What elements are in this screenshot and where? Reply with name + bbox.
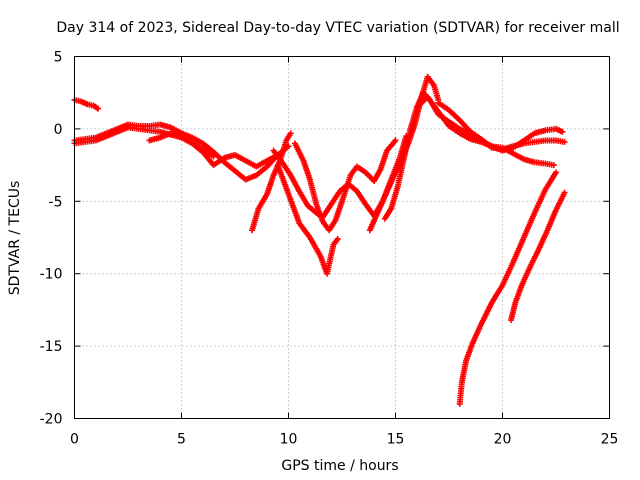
data-point-marker xyxy=(210,153,217,160)
data-series xyxy=(71,73,568,408)
series-arc-7 xyxy=(274,162,341,277)
series-arc-13 xyxy=(456,169,559,408)
series-arc-5 xyxy=(249,130,294,234)
y-tick-labels: -20 -15 -10 -5 0 5 xyxy=(40,50,63,428)
x-tick-label: 10 xyxy=(280,432,298,448)
x-tick-labels: 0 5 10 15 20 25 xyxy=(70,432,618,448)
y-tick-label: -5 xyxy=(49,194,63,210)
series-arc-8 xyxy=(291,137,399,234)
y-tick-label: -20 xyxy=(40,412,63,428)
x-tick-label: 25 xyxy=(601,432,619,448)
grid xyxy=(74,56,610,419)
y-axis-title: SDTVAR / TECUs xyxy=(7,181,23,296)
axis-ticks xyxy=(74,56,610,419)
data-point-marker xyxy=(334,235,341,242)
data-point-marker xyxy=(559,128,566,135)
series-arc-12 xyxy=(435,99,568,153)
data-point-marker xyxy=(553,169,559,176)
plot-frame xyxy=(74,56,610,419)
data-point-marker xyxy=(550,162,557,169)
data-point-marker xyxy=(561,189,568,196)
x-tick-label: 0 xyxy=(70,432,79,448)
data-point-marker xyxy=(561,138,568,145)
series-arc-3 xyxy=(71,124,217,160)
x-tick-label: 20 xyxy=(494,432,512,448)
series-arc-11 xyxy=(413,94,557,169)
series-arc-1 xyxy=(71,96,102,112)
x-axis-title: GPS time / hours xyxy=(281,458,398,474)
y-tick-label: -15 xyxy=(40,339,63,355)
data-point-marker xyxy=(287,130,294,137)
y-tick-label: 5 xyxy=(54,50,63,66)
x-tick-label: 15 xyxy=(387,432,405,448)
x-tick-label: 5 xyxy=(177,432,186,448)
y-tick-label: 0 xyxy=(54,122,63,138)
data-point-marker xyxy=(392,137,399,144)
data-point-marker xyxy=(95,105,102,112)
chart-title: Day 314 of 2023, Sidereal Day-to-day VTE… xyxy=(56,20,619,36)
y-tick-label: -10 xyxy=(40,267,63,283)
series-arc-14 xyxy=(508,189,568,324)
